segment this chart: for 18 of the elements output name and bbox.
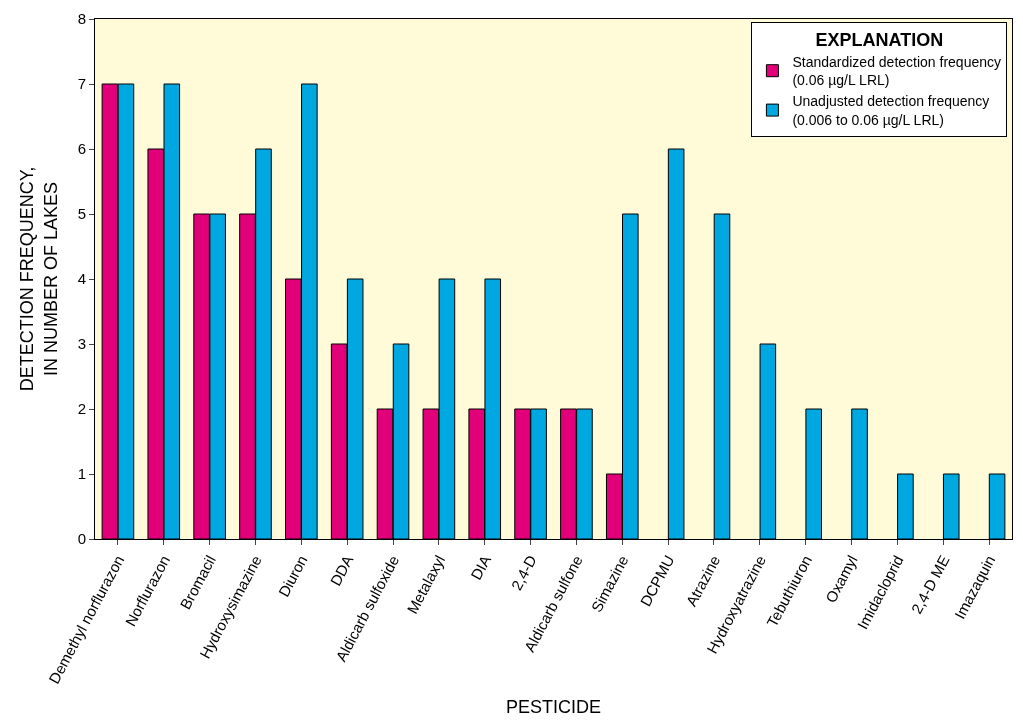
legend-label: Standardized detection frequency (0.06 µg/L LRL) xyxy=(792,54,1002,89)
y-tick-label: 4 xyxy=(77,270,86,288)
y-tick-label: 0 xyxy=(77,530,86,548)
legend-label: Unadjusted detection frequency (0.006 to 0.06 µg/L LRL) xyxy=(792,93,990,128)
x-tick-label: 2,4-D ME xyxy=(907,552,953,617)
y-tick-label: 2 xyxy=(77,400,86,418)
y-tick-label: 8 xyxy=(77,10,86,28)
x-tick-label: DIA xyxy=(467,552,494,583)
y-tick-label: 3 xyxy=(77,335,86,353)
y-tick-label: 5 xyxy=(77,205,86,223)
x-axis-title: PESTICIDE xyxy=(505,697,602,718)
x-tick-label: 2,4-D xyxy=(507,552,540,593)
y-tick-label: 7 xyxy=(77,75,86,93)
x-tick-label: DDA xyxy=(326,552,357,589)
y-tick-label: 6 xyxy=(77,140,86,158)
legend-title: EXPLANATION xyxy=(815,30,944,50)
y-axis-title: DETECTION FREQUENCY, IN NUMBER OF LAKES xyxy=(17,166,61,392)
y-tick-label: 1 xyxy=(77,465,86,483)
